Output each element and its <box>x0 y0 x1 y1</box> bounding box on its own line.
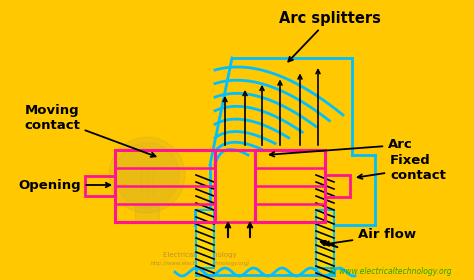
Bar <box>135 203 159 221</box>
Text: Fixed
contact: Fixed contact <box>358 154 446 182</box>
Bar <box>85 176 115 196</box>
Text: Arc splitters: Arc splitters <box>279 10 381 62</box>
Circle shape <box>109 137 185 213</box>
Text: Moving
contact: Moving contact <box>24 104 155 157</box>
Text: http://www.electricaltechnology.org/: http://www.electricaltechnology.org/ <box>150 260 250 265</box>
Text: © www.electricaltechnology.org: © www.electricaltechnology.org <box>328 267 451 276</box>
Bar <box>115 150 215 222</box>
Text: Arc: Arc <box>270 139 413 157</box>
Bar <box>316 210 334 268</box>
Text: Electrical Technology: Electrical Technology <box>163 252 237 258</box>
Circle shape <box>115 143 179 207</box>
Bar <box>196 210 214 268</box>
Bar <box>255 150 325 222</box>
Bar <box>325 175 350 197</box>
Text: Opening: Opening <box>18 179 110 192</box>
Text: Air flow: Air flow <box>325 228 416 246</box>
